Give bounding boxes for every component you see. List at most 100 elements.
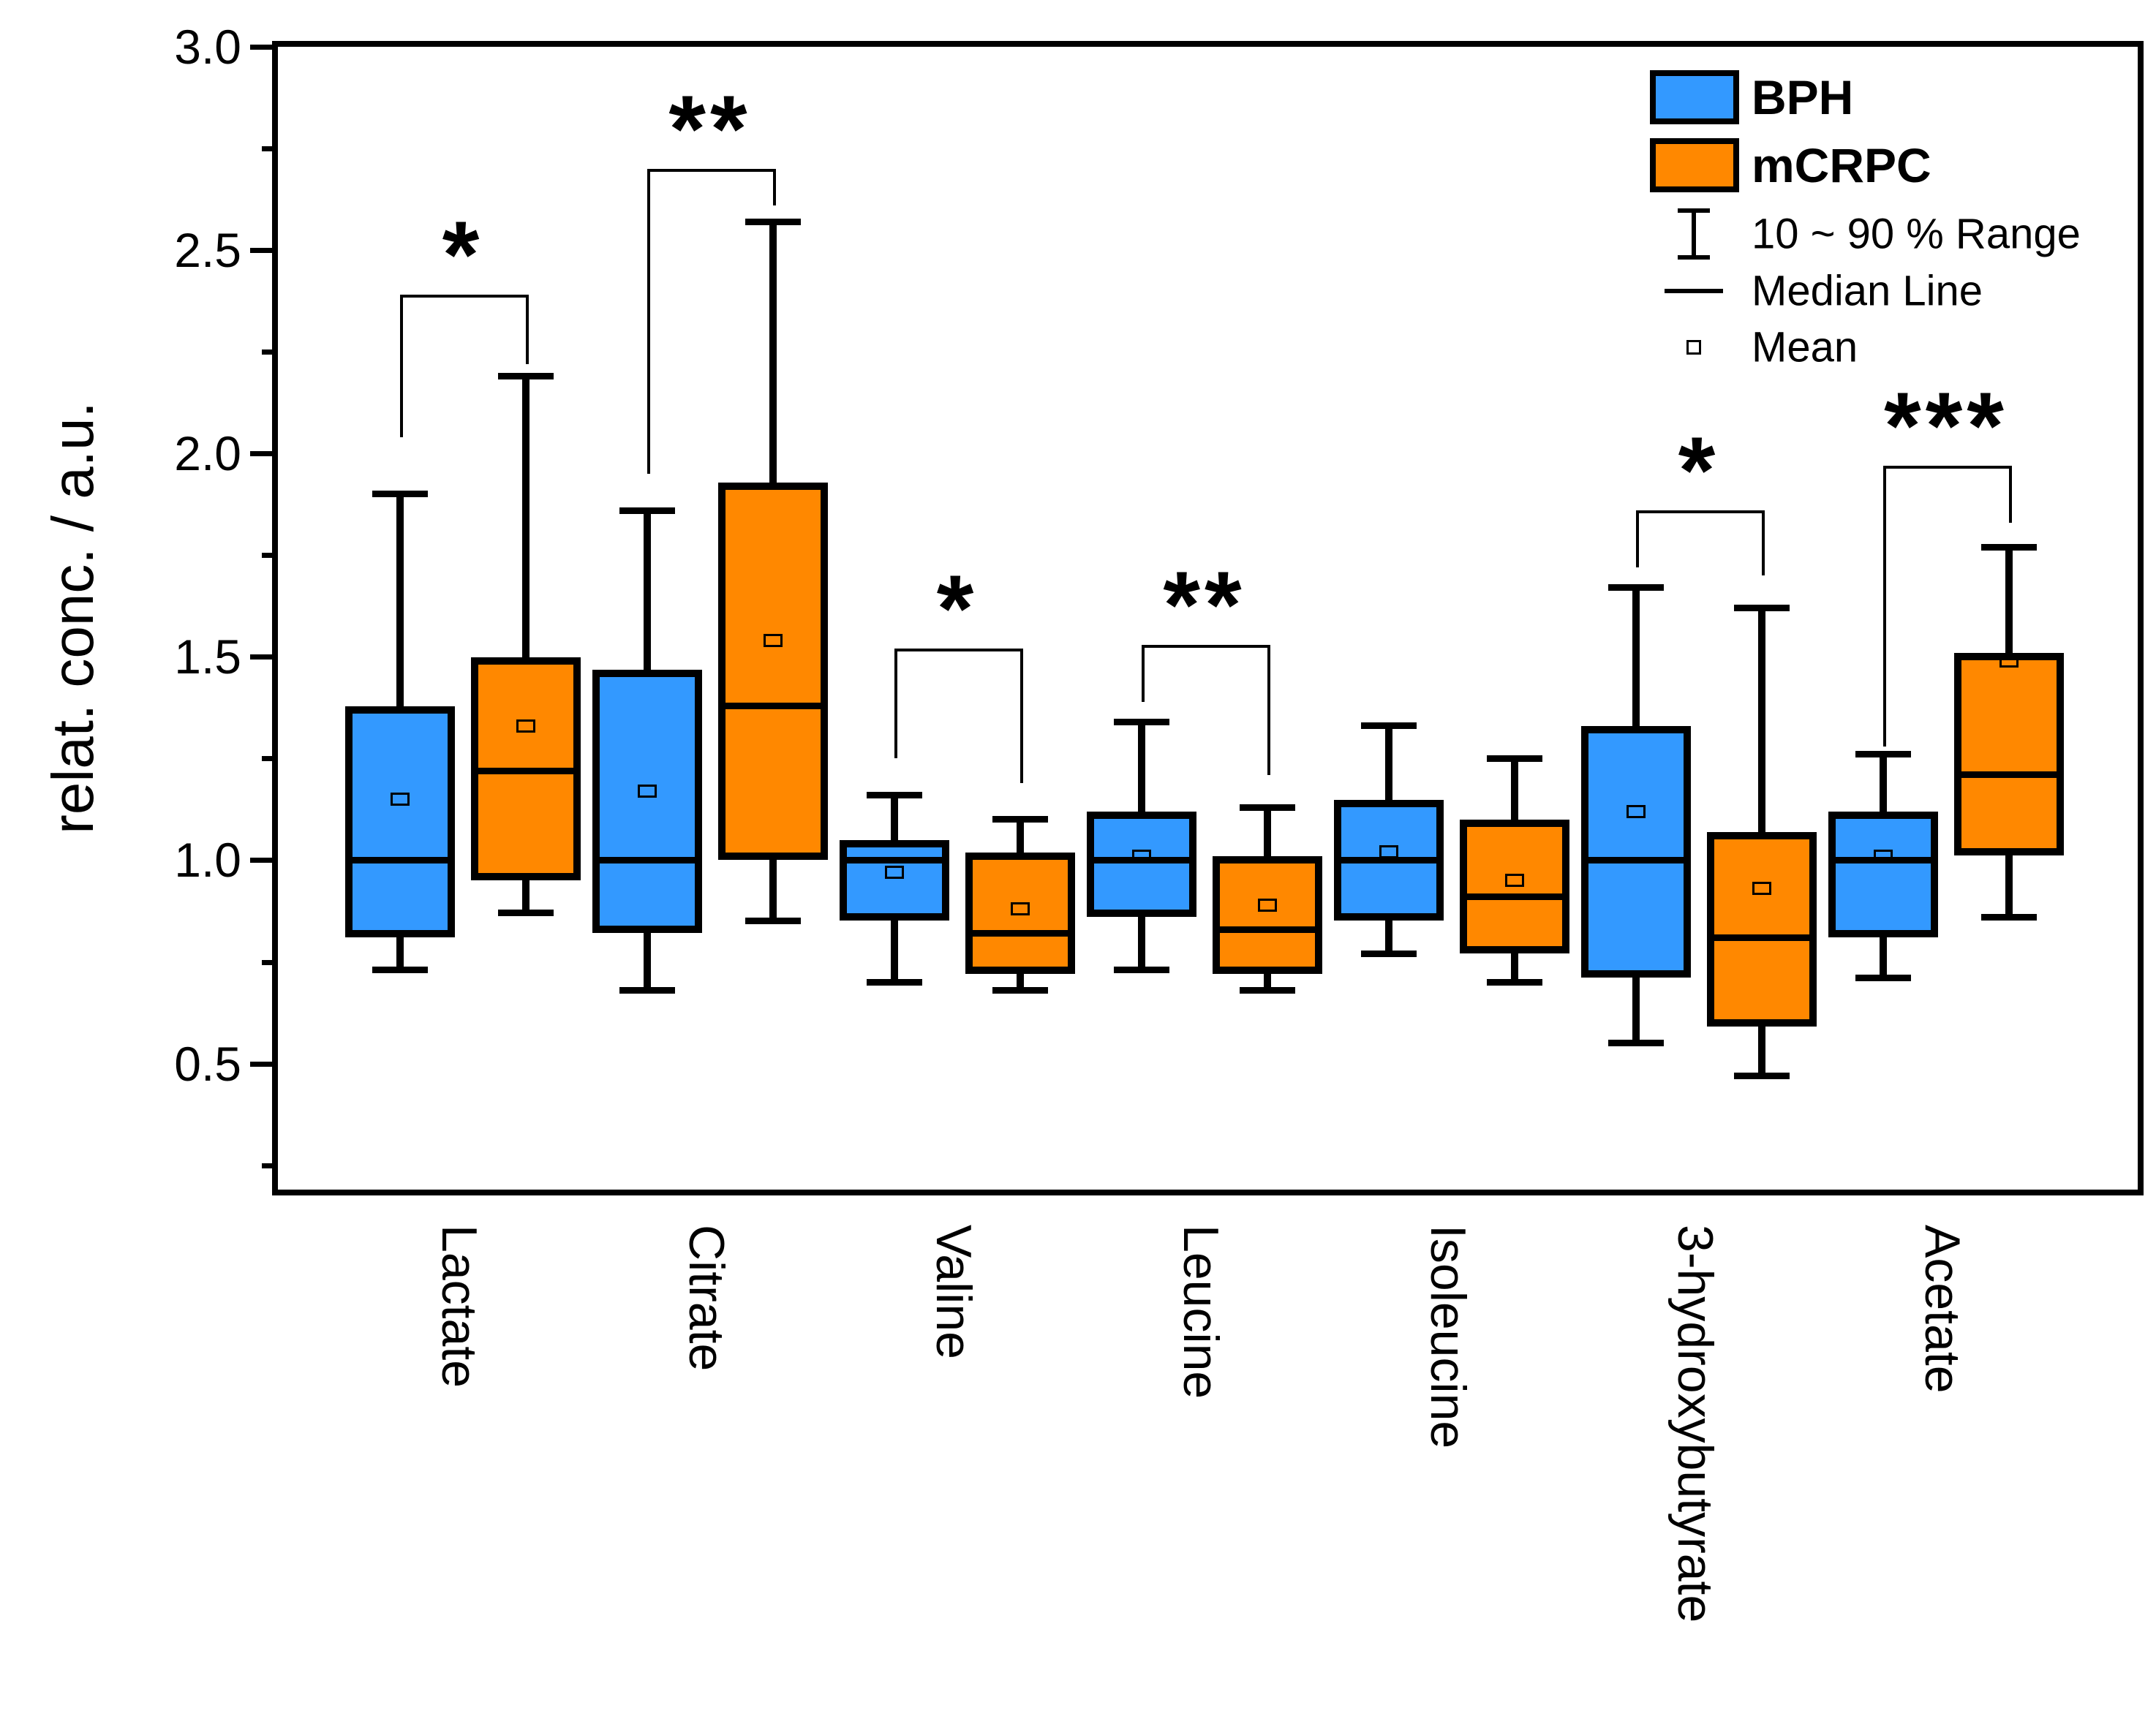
whisker-cap-top-mcrpc-isoleucine [1487, 755, 1542, 762]
x-label-isoleucine: Isoleucine [1420, 1225, 1476, 1449]
whisker-lower-mcrpc-lactate [522, 876, 529, 913]
whisker-cap-bottom-bph-lactate [372, 967, 428, 974]
x-label-valine: Valine [926, 1225, 981, 1359]
sig-bracket-left-citrate [647, 168, 650, 475]
whisker-upper-bph-acetate [1880, 754, 1887, 816]
mean-marker-bph-citrate [638, 784, 657, 798]
mean-marker-bph-valine [885, 866, 904, 880]
sig-label-citrate: ** [668, 75, 752, 182]
mean-marker-mcrpc-3-hydroxybutyrate [1752, 882, 1771, 896]
box-mcrpc-acetate [1954, 653, 2064, 856]
whisker-cap-bottom-mcrpc-acetate [1981, 913, 2037, 921]
y-tick-minor [262, 1163, 278, 1168]
whisker-cap-top-bph-acetate [1855, 751, 1911, 758]
sig-label-lactate: * [442, 201, 484, 309]
mean-marker-mcrpc-lactate [516, 719, 535, 733]
whisker-cap-bottom-bph-isoleucine [1361, 950, 1417, 957]
median-line-mcrpc-citrate [725, 702, 821, 709]
sig-bracket-right-acetate [2009, 465, 2012, 523]
whisker-lower-bph-isoleucine [1385, 917, 1392, 954]
legend-label-median-line: Median Line [1752, 267, 1983, 315]
mean-marker-bph-3-hydroxybutyrate [1627, 804, 1646, 818]
whisker-cap-top-bph-isoleucine [1361, 722, 1417, 730]
sig-bracket-left-acetate [1883, 465, 1886, 747]
whisker-cap-bottom-mcrpc-valine [992, 986, 1048, 994]
x-label-3-hydroxybutyrate: 3-hydroxybutyrate [1667, 1225, 1723, 1623]
sig-label-leucine: ** [1163, 551, 1246, 658]
median-line-mcrpc-isoleucine [1467, 893, 1562, 901]
whisker-cap-top-bph-lactate [372, 491, 428, 498]
whisker-cap-top-mcrpc-leucine [1240, 804, 1295, 811]
whisker-cap-bottom-bph-citrate [619, 986, 675, 994]
whisker-cap-bottom-bph-acetate [1855, 975, 1911, 982]
mean-marker-mcrpc-leucine [1258, 898, 1277, 912]
box-bph-leucine [1087, 812, 1196, 917]
whisker-cap-top-mcrpc-valine [992, 816, 1048, 823]
mean-marker-bph-isoleucine [1379, 845, 1398, 859]
whisker-cap-bottom-mcrpc-citrate [745, 918, 801, 925]
x-label-acetate: Acetate [1915, 1225, 1970, 1394]
sig-bracket-left-valine [894, 649, 897, 759]
y-tick-major [250, 1061, 278, 1067]
sig-label-3-hydroxybutyrate: * [1678, 417, 1720, 524]
box-mcrpc-leucine [1213, 856, 1322, 974]
y-tick-label: 0.5 [174, 1036, 241, 1091]
legend-label-mcrpc: mCRPC [1752, 138, 1931, 192]
whisker-lower-bph-leucine [1138, 912, 1145, 970]
legend-label-mean: Mean [1752, 323, 1858, 371]
mean-marker-mcrpc-isoleucine [1505, 874, 1524, 888]
sig-bracket-top-leucine [1142, 644, 1270, 648]
whisker-upper-mcrpc-leucine [1264, 807, 1271, 861]
whisker-upper-mcrpc-acetate [2005, 547, 2013, 657]
whisker-cap-top-bph-3-hydroxybutyrate [1608, 584, 1664, 592]
y-tick-major [250, 248, 278, 254]
sig-bracket-right-citrate [773, 168, 776, 205]
y-tick-minor [262, 146, 278, 152]
median-line-bph-isoleucine [1341, 856, 1436, 864]
box-bph-3-hydroxybutyrate [1581, 726, 1691, 978]
box-bph-icon [1650, 70, 1739, 124]
y-tick-minor [262, 349, 278, 355]
median-line-bph-leucine [1094, 856, 1189, 864]
whisker-cap-bottom-bph-leucine [1114, 967, 1169, 974]
median-line-mcrpc-valine [973, 930, 1068, 937]
median-line-icon [1665, 289, 1723, 293]
whisker-cap-top-mcrpc-3-hydroxybutyrate [1734, 605, 1790, 612]
x-label-leucine: Leucine [1173, 1225, 1229, 1399]
whisker-upper-bph-citrate [644, 510, 651, 673]
box-mcrpc-citrate [718, 482, 828, 860]
whisker-cap-bottom-mcrpc-3-hydroxybutyrate [1734, 1072, 1790, 1079]
median-line-bph-valine [847, 856, 942, 864]
whisker-upper-bph-3-hydroxybutyrate [1632, 587, 1640, 730]
sig-bracket-top-valine [894, 649, 1023, 652]
whisker-cap-bottom-mcrpc-lactate [498, 910, 554, 917]
whisker-upper-bph-lactate [396, 494, 404, 710]
y-tick-minor [262, 553, 278, 559]
y-tick-minor [262, 959, 278, 965]
whisker-upper-mcrpc-lactate [522, 376, 529, 661]
y-tick-major [250, 451, 278, 457]
whisker-cap-top-mcrpc-citrate [745, 218, 801, 225]
whisker-lower-mcrpc-valine [1017, 970, 1024, 991]
whisker-cap-top-bph-valine [867, 791, 922, 798]
mean-marker-mcrpc-acetate [1999, 654, 2019, 668]
whisker-upper-mcrpc-3-hydroxybutyrate [1758, 608, 1765, 836]
y-tick-label: 2.0 [174, 426, 241, 481]
box-bph-lactate [345, 706, 455, 937]
y-tick-label: 1.5 [174, 630, 241, 684]
y-tick-minor [262, 756, 278, 762]
median-line-bph-acetate [1836, 856, 1931, 864]
mean-marker-mcrpc-citrate [764, 634, 783, 648]
y-tick-label: 2.5 [174, 223, 241, 278]
whisker-cap-top-mcrpc-acetate [1981, 543, 2037, 551]
whisker-lower-bph-valine [891, 917, 898, 983]
y-tick-label: 1.0 [174, 833, 241, 888]
whisker-lower-mcrpc-citrate [769, 855, 777, 921]
x-label-lactate: Lactate [431, 1225, 487, 1388]
whisker-cap-bottom-mcrpc-leucine [1240, 986, 1295, 994]
whisker-cap-bottom-bph-valine [867, 978, 922, 986]
box-bph-citrate [592, 669, 702, 933]
sig-bracket-left-3-hydroxybutyrate [1636, 510, 1639, 567]
whisker-upper-bph-valine [891, 795, 898, 844]
